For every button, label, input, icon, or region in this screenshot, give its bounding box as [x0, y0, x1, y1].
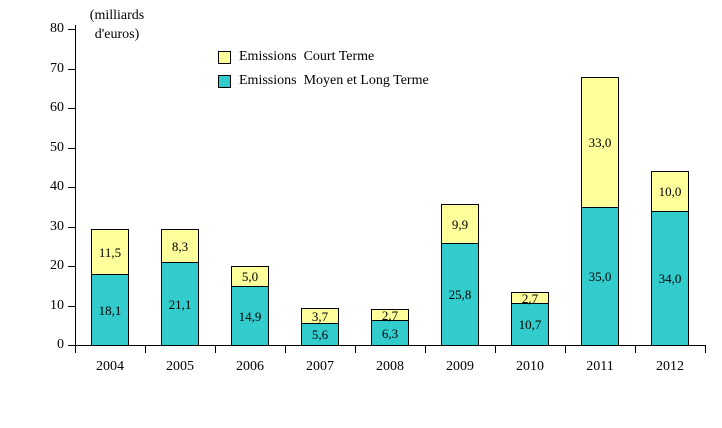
- category-label: 2007: [306, 359, 334, 374]
- legend-swatch-moyen-long-terme: [218, 74, 231, 88]
- category-label: 2010: [516, 359, 544, 374]
- bar-value-label: 3,7: [311, 308, 329, 324]
- y-tick-label: 0: [57, 337, 64, 352]
- bar-segment-court-terme: 10,0: [651, 171, 689, 212]
- bar-segment-court-terme: 2,7: [511, 290, 549, 306]
- y-tick-label: 80: [50, 21, 64, 36]
- legend-item-moyen-long-terme: Emissions Moyen et Long Terme: [218, 71, 429, 91]
- bar-segment-court-terme: 5,0: [231, 266, 269, 287]
- legend-swatch-court-terme: [218, 50, 231, 64]
- bar-segment-court-terme: 11,5: [91, 229, 129, 275]
- bar-segment-moyen-long-terme: 21,1: [161, 262, 199, 346]
- y-tick: [68, 148, 75, 149]
- x-tick: [565, 345, 566, 353]
- legend-label-court-terme: Emissions Court Terme: [239, 49, 375, 64]
- category-label: 2004: [96, 359, 124, 374]
- bar-value-label: 5,6: [311, 327, 329, 342]
- y-tick: [68, 345, 75, 346]
- bar-value-label: 11,5: [98, 244, 122, 260]
- bar-value-label: 33,0: [588, 135, 612, 150]
- bar-segment-moyen-long-terme: 10,7: [511, 303, 549, 346]
- y-tick: [68, 227, 75, 228]
- bar-segment-moyen-long-terme: 35,0: [581, 207, 619, 346]
- legend-item-court-terme: Emissions Court Terme: [218, 47, 429, 67]
- y-tick: [68, 108, 75, 109]
- bar-segment-moyen-long-terme: 25,8: [441, 243, 479, 346]
- y-tick: [68, 266, 75, 267]
- x-tick: [495, 345, 496, 353]
- y-tick: [68, 29, 75, 30]
- bar-value-label: 14,9: [238, 308, 262, 324]
- bar-value-label: 25,8: [448, 287, 472, 302]
- bar-segment-moyen-long-terme: 6,3: [371, 320, 409, 346]
- y-axis-line: [75, 25, 76, 346]
- bar-value-label: 6,3: [381, 325, 399, 341]
- bar-value-label: 2,7: [521, 290, 539, 306]
- category-label: 2005: [166, 359, 194, 374]
- category-label: 2009: [446, 359, 474, 374]
- x-tick: [145, 345, 146, 353]
- bar-segment-court-terme: 3,7: [301, 308, 339, 324]
- y-tick-label: 50: [50, 140, 64, 155]
- y-tick-label: 60: [50, 100, 64, 115]
- y-tick: [68, 187, 75, 188]
- x-tick: [635, 345, 636, 353]
- y-tick: [68, 306, 75, 307]
- y-tick-label: 70: [50, 61, 64, 76]
- category-label: 2012: [656, 359, 684, 374]
- y-tick-label: 20: [50, 258, 64, 273]
- unit-label-line2: d'euros): [94, 27, 140, 42]
- bar-segment-court-terme: 2,7: [371, 307, 409, 323]
- bar-value-label: 8,3: [171, 238, 189, 254]
- x-tick: [355, 345, 356, 353]
- bar-segment-moyen-long-terme: 14,9: [231, 286, 269, 346]
- bar-value-label: 18,1: [98, 302, 122, 318]
- bar-value-label: 2,7: [381, 307, 399, 323]
- x-tick: [285, 345, 286, 353]
- x-tick: [705, 345, 706, 353]
- legend-label-moyen-long-terme: Emissions Moyen et Long Terme: [239, 73, 429, 88]
- y-tick: [68, 69, 75, 70]
- category-label: 2008: [376, 359, 404, 374]
- x-tick: [425, 345, 426, 353]
- bar-value-label: 5,0: [241, 269, 259, 284]
- category-label: 2011: [586, 359, 614, 374]
- bar-value-label: 10,7: [518, 317, 542, 332]
- bar-segment-moyen-long-terme: 34,0: [651, 211, 689, 346]
- x-tick: [215, 345, 216, 353]
- bar-value-label: 34,0: [658, 271, 682, 286]
- bar-value-label: 9,9: [451, 216, 469, 232]
- bar-segment-moyen-long-terme: 18,1: [91, 274, 129, 346]
- y-tick-label: 10: [50, 298, 64, 313]
- bar-segment-court-terme: 33,0: [581, 77, 619, 208]
- y-tick-label: 40: [50, 179, 64, 194]
- bar-value-label: 21,1: [168, 296, 192, 312]
- bar-value-label: 35,0: [588, 269, 612, 284]
- y-axis-unit-label: (milliards d'euros): [80, 6, 154, 44]
- category-label: 2006: [236, 359, 264, 374]
- unit-label-line1: (milliards: [89, 8, 145, 23]
- bar-segment-moyen-long-terme: 5,6: [301, 323, 339, 346]
- bar-segment-court-terme: 9,9: [441, 204, 479, 244]
- bar-value-label: 10,0: [658, 184, 682, 199]
- legend: Emissions Court Terme Emissions Moyen et…: [218, 47, 429, 95]
- x-tick: [75, 345, 76, 353]
- bar-segment-court-terme: 8,3: [161, 229, 199, 263]
- y-tick-label: 30: [50, 219, 64, 234]
